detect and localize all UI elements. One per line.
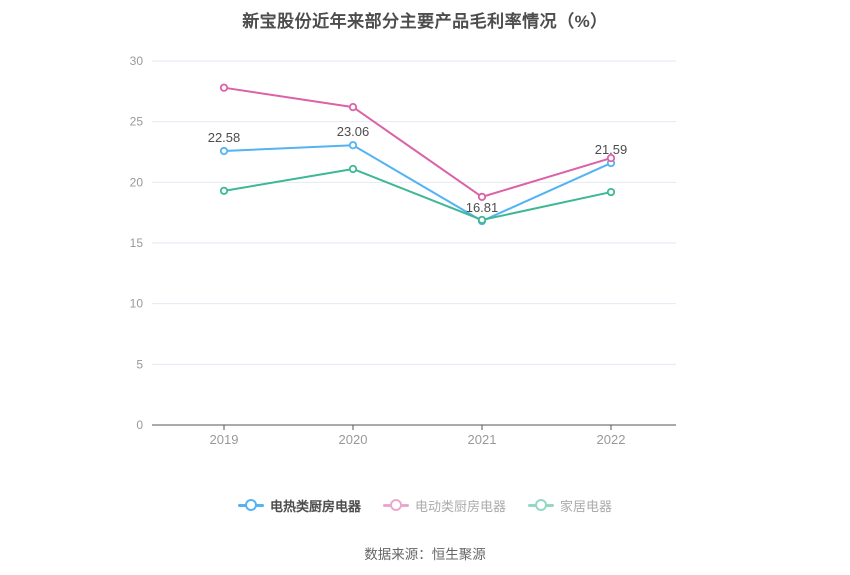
legend-item-label: 电动类厨房电器: [414, 498, 506, 514]
legend-item-label: 家居电器: [560, 498, 613, 514]
legend-item-home-appliance[interactable]: 家居电器: [528, 496, 612, 515]
x-axis-tick-label: 2020: [339, 432, 368, 447]
x-axis-tick-label: 2021: [468, 432, 497, 447]
legend-item-electric-motor-kitchen[interactable]: 电动类厨房电器: [382, 496, 506, 515]
y-axis-tick-label: 30: [130, 54, 144, 68]
y-axis-tick-label: 10: [130, 297, 144, 311]
y-axis-tick-label: 5: [136, 357, 143, 371]
data-point[interactable]: [219, 186, 229, 195]
data-point[interactable]: [348, 164, 358, 174]
chart-title: 新宝股份近年来部分主要产品毛利率情况（%）: [242, 12, 608, 31]
x-axis-tick-label: 2019: [210, 432, 239, 447]
series-line-1[interactable]: [223, 144, 612, 223]
legend-marker-icon: [237, 498, 264, 512]
plot-area: 0 5 10 15 20 25 30 2019 2020 2021 2022 22.58 23.06 16…: [130, 54, 676, 447]
data-point[interactable]: [348, 141, 358, 150]
legend-item-electric-heating-kitchen[interactable]: 电热类厨房电器: [237, 496, 361, 515]
data-point[interactable]: [348, 103, 358, 112]
data-point[interactable]: [219, 83, 229, 92]
y-axis-tick-label: 25: [130, 115, 144, 129]
legend-item-label: 电热类厨房电器: [269, 498, 361, 514]
data-label: 21.59: [595, 142, 628, 157]
series-line-3[interactable]: [223, 167, 612, 221]
data-point[interactable]: [219, 146, 229, 156]
data-label: 16.81: [466, 200, 499, 215]
data-point[interactable]: [606, 153, 616, 163]
data-source: 数据来源：恒生聚源: [364, 547, 486, 562]
legend-marker-icon: [528, 498, 554, 512]
data-label: 23.06: [337, 124, 370, 139]
data-point[interactable]: [477, 215, 487, 225]
y-axis-tick-label: 0: [136, 418, 143, 432]
legend: 电热类厨房电器 电动类厨房电器 家居电器: [0, 495, 850, 515]
data-label: 22.58: [208, 130, 241, 145]
x-axis-tick-label: 2022: [597, 432, 626, 447]
legend-marker-icon: [382, 498, 409, 512]
line-chart-canvas: 0 5 10 15 20 25 30 2019 2020 2021 2022 22.58 23.06 16…: [130, 54, 676, 447]
y-axis-tick-label: 20: [130, 175, 144, 189]
series-line-2[interactable]: [223, 86, 612, 198]
data-point[interactable]: [477, 192, 487, 201]
data-point[interactable]: [606, 187, 616, 197]
y-axis-tick-label: 15: [130, 236, 144, 250]
